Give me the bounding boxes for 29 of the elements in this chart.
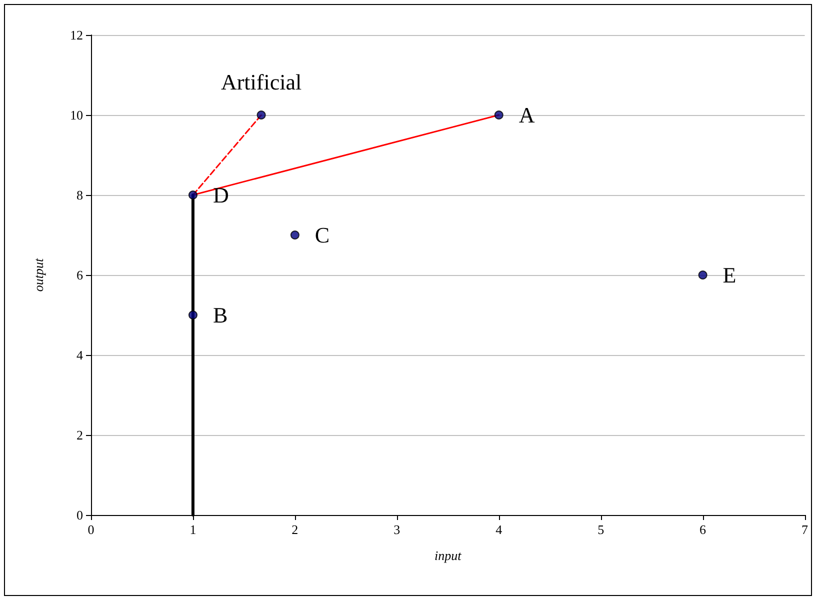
y-tick-label: 4 [76, 348, 84, 362]
annotation: E [722, 262, 736, 288]
y-tick-label: 0 [76, 508, 83, 522]
x-tick-label: 4 [496, 522, 503, 537]
point [188, 190, 198, 200]
x-tick-label: 7 [802, 522, 808, 537]
annotation: A [518, 102, 535, 128]
x-tick-label: 5 [598, 522, 604, 537]
y-tick-label: 2 [76, 428, 83, 442]
point [256, 110, 266, 120]
point [494, 110, 504, 120]
annotation: D [212, 182, 229, 208]
x-tick-label: 6 [700, 522, 707, 537]
x-tick-label: 2 [292, 522, 298, 537]
y-tick-label: 6 [76, 268, 84, 282]
annotation: B [212, 302, 228, 328]
x-tick-label: 1 [190, 522, 196, 537]
point [698, 270, 708, 280]
point [290, 230, 300, 240]
point [188, 310, 198, 320]
annotation: C [314, 222, 330, 248]
x-tick-label: 3 [394, 522, 400, 537]
annotation: Artificial [220, 70, 302, 94]
y-axis-title: output [31, 258, 46, 292]
y-tick-label: 10 [70, 108, 83, 122]
x-axis-title: input [434, 548, 462, 563]
x-tick-label: 0 [88, 522, 94, 537]
y-tick-label: 12 [70, 28, 83, 42]
y-tick-label: 8 [76, 188, 83, 202]
